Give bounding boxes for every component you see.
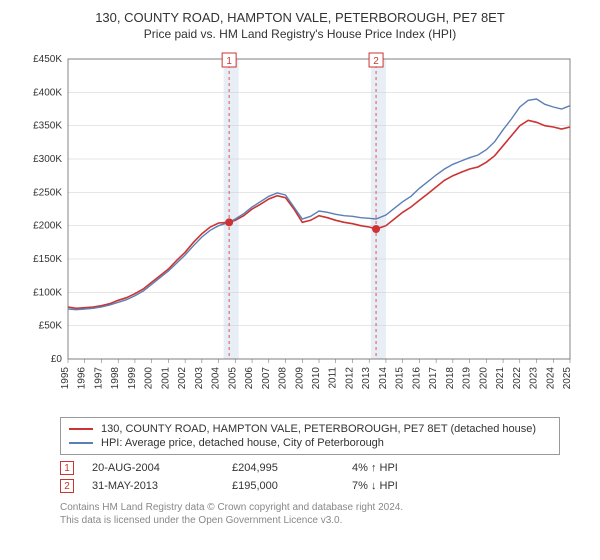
legend-swatch bbox=[69, 442, 93, 444]
chart-container: 130, COUNTY ROAD, HAMPTON VALE, PETERBOR… bbox=[0, 0, 600, 537]
svg-text:2023: 2023 bbox=[529, 367, 540, 390]
chart-plot-area: £0 £50K £100K £150K £200K £250K £300K £350K £400… bbox=[20, 49, 580, 409]
svg-text:2019: 2019 bbox=[462, 367, 473, 390]
svg-text:2009: 2009 bbox=[294, 367, 305, 390]
svg-text:2010: 2010 bbox=[311, 367, 322, 390]
svg-text:2015: 2015 bbox=[395, 367, 406, 390]
svg-text:2005: 2005 bbox=[227, 367, 238, 390]
svg-text:2004: 2004 bbox=[211, 367, 222, 390]
svg-text:£50K: £50K bbox=[39, 321, 63, 332]
svg-text:2002: 2002 bbox=[177, 367, 188, 390]
sale-price: £195,000 bbox=[232, 480, 352, 492]
svg-text:2024: 2024 bbox=[545, 367, 556, 390]
svg-text:2: 2 bbox=[373, 56, 379, 67]
svg-text:2016: 2016 bbox=[411, 367, 422, 390]
sale-date: 31-MAY-2013 bbox=[92, 480, 232, 492]
svg-text:2008: 2008 bbox=[278, 367, 289, 390]
svg-text:2007: 2007 bbox=[261, 367, 272, 390]
svg-text:£300K: £300K bbox=[33, 154, 62, 165]
svg-text:2011: 2011 bbox=[328, 367, 339, 389]
svg-text:1996: 1996 bbox=[77, 367, 88, 390]
svg-text:2025: 2025 bbox=[562, 367, 573, 390]
legend-item: HPI: Average price, detached house, City… bbox=[69, 436, 551, 450]
svg-text:1: 1 bbox=[226, 56, 232, 67]
svg-text:£450K: £450K bbox=[33, 54, 62, 65]
sale-date: 20-AUG-2004 bbox=[92, 462, 232, 474]
svg-text:2003: 2003 bbox=[194, 367, 205, 390]
svg-text:2017: 2017 bbox=[428, 367, 439, 390]
svg-text:£400K: £400K bbox=[33, 87, 62, 98]
svg-text:£200K: £200K bbox=[33, 221, 62, 232]
svg-text:£250K: £250K bbox=[33, 187, 62, 198]
svg-text:£0: £0 bbox=[51, 354, 63, 365]
svg-text:2020: 2020 bbox=[478, 367, 489, 390]
chart-subtitle: Price paid vs. HM Land Registry's House … bbox=[20, 27, 580, 41]
sale-row: 1 20-AUG-2004£204,9954% ↑ HPI bbox=[60, 461, 580, 475]
svg-text:1998: 1998 bbox=[110, 367, 121, 390]
svg-text:2013: 2013 bbox=[361, 367, 372, 390]
svg-text:2001: 2001 bbox=[160, 367, 171, 390]
svg-text:2021: 2021 bbox=[495, 367, 506, 390]
sale-price: £204,995 bbox=[232, 462, 352, 474]
svg-text:£100K: £100K bbox=[33, 287, 62, 298]
sale-marker: 1 bbox=[60, 461, 74, 475]
svg-text:2018: 2018 bbox=[445, 367, 456, 390]
svg-text:1999: 1999 bbox=[127, 367, 138, 390]
legend-label: 130, COUNTY ROAD, HAMPTON VALE, PETERBOR… bbox=[101, 423, 536, 435]
sale-marker: 2 bbox=[60, 479, 74, 493]
svg-text:2022: 2022 bbox=[512, 367, 523, 390]
svg-text:2006: 2006 bbox=[244, 367, 255, 390]
svg-text:£350K: £350K bbox=[33, 121, 62, 132]
footer-attribution: Contains HM Land Registry data © Crown c… bbox=[60, 501, 580, 527]
svg-text:1997: 1997 bbox=[93, 367, 104, 390]
legend: 130, COUNTY ROAD, HAMPTON VALE, PETERBOR… bbox=[60, 417, 560, 455]
svg-text:1995: 1995 bbox=[60, 367, 71, 390]
chart-title: 130, COUNTY ROAD, HAMPTON VALE, PETERBOR… bbox=[20, 10, 580, 25]
footer-line2: This data is licensed under the Open Gov… bbox=[60, 514, 580, 527]
svg-text:2012: 2012 bbox=[344, 367, 355, 390]
sales-list: 1 20-AUG-2004£204,9954% ↑ HPI 2 31-MAY-2013… bbox=[20, 461, 580, 493]
svg-text:2000: 2000 bbox=[144, 367, 155, 390]
svg-text:£150K: £150K bbox=[33, 254, 62, 265]
chart-svg: £0 £50K £100K £150K £200K £250K £300K £350K £400… bbox=[20, 49, 580, 409]
sale-row: 2 31-MAY-2013£195,0007% ↓ HPI bbox=[60, 479, 580, 493]
footer-line1: Contains HM Land Registry data © Crown c… bbox=[60, 501, 580, 514]
sale-delta: 4% ↑ HPI bbox=[352, 462, 472, 474]
svg-text:2014: 2014 bbox=[378, 367, 389, 390]
sale-delta: 7% ↓ HPI bbox=[352, 480, 472, 492]
legend-item: 130, COUNTY ROAD, HAMPTON VALE, PETERBOR… bbox=[69, 422, 551, 436]
legend-swatch bbox=[69, 428, 93, 430]
legend-label: HPI: Average price, detached house, City… bbox=[101, 437, 384, 449]
